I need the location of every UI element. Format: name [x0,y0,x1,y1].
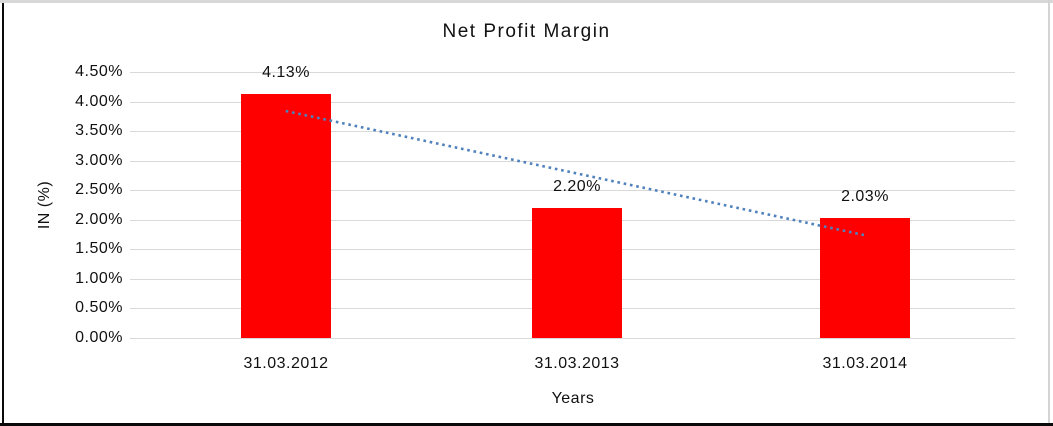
y-tick-label: 1.00% [75,270,123,287]
gridline [130,338,1015,339]
y-tick-label: 3.50% [75,122,123,139]
frame-border-left [2,3,4,424]
frame-border-right [1048,0,1050,426]
gridline [130,102,1015,103]
chart-title: Net Profit Margin [442,21,611,42]
bar [532,208,622,338]
y-tick-label: 2.00% [75,211,123,228]
frame-border-bottom [0,423,1053,426]
y-tick-label: 0.50% [75,299,123,316]
y-tick-label: 2.50% [75,181,123,198]
bar-data-label: 2.03% [841,188,889,205]
bar [820,218,910,338]
gridline [130,72,1015,73]
x-axis-title: Years [551,390,595,407]
x-category-label: 31.03.2013 [534,355,620,372]
bar [241,94,331,338]
y-tick-label: 4.50% [75,63,123,80]
x-category-label: 31.03.2012 [243,355,329,372]
y-tick-label: 0.00% [75,329,123,346]
y-tick-label: 4.00% [75,93,123,110]
frame-border-top [0,0,1053,3]
bar-data-label: 4.13% [262,64,310,81]
y-tick-label: 1.50% [75,240,123,257]
bar-data-label: 2.20% [553,178,601,195]
x-category-label: 31.03.2014 [822,355,908,372]
y-tick-label: 3.00% [75,152,123,169]
